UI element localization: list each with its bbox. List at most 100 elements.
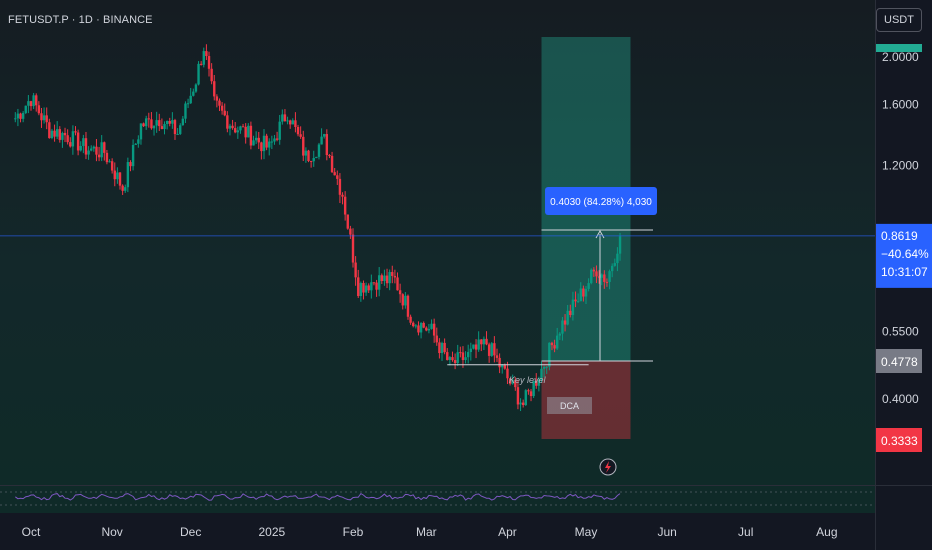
candle [574,291,577,308]
candle [563,314,567,332]
candle [16,108,20,127]
candle [233,121,237,134]
candle [249,121,253,150]
candle [45,107,48,130]
candle [48,118,51,139]
candle [150,112,153,130]
candle [456,344,459,367]
candle [40,107,43,128]
price-axis-label: 1.6000 [882,97,919,111]
candle [579,282,582,302]
time-axis-label: Apr [498,525,517,539]
candle [160,118,164,130]
candle [181,115,185,126]
candle [532,380,535,399]
candle [404,292,407,309]
candle [288,119,292,129]
candle [357,269,360,298]
candle [76,129,80,156]
candle [409,314,412,325]
candle [215,94,219,108]
candle [501,364,504,374]
candle [302,130,305,162]
candle [103,141,106,161]
price-axis-label: 0.4000 [882,392,919,406]
key-level-label: Key level [509,375,547,385]
candle [446,348,449,361]
candle [383,269,386,286]
dca-box[interactable] [547,397,592,414]
candle [576,293,580,303]
candle [199,61,203,66]
candle [71,125,75,155]
candle [516,379,520,410]
price-axis-label: 0.5500 [882,324,919,338]
candle [317,142,321,160]
measure-label-text: 0.4030 (84.28%) 4,030 [550,197,652,208]
candle [121,184,124,195]
candle [244,123,247,144]
candle [425,326,428,332]
candle [14,112,17,123]
candle [207,51,211,77]
candle [582,285,585,302]
candle [19,112,22,123]
candle [165,120,169,130]
candle [116,167,119,184]
currency-button[interactable]: USDT [876,8,922,32]
candle [105,149,109,165]
candle [432,318,436,343]
candle [558,332,562,340]
candle [291,118,294,125]
candle [42,107,46,124]
bar-countdown: 10:31:07 [881,265,928,279]
candle [600,273,603,286]
candle [29,100,33,111]
candle [537,376,541,392]
candle [380,273,384,284]
candle [359,281,363,302]
time-axis-label: Feb [343,525,364,539]
time-axis-label: Oct [22,525,41,539]
candle [231,119,234,130]
candle [27,95,30,114]
candle [521,399,525,408]
time-axis-label: Aug [816,525,837,539]
candle [469,342,473,361]
candle [514,377,517,391]
candle [377,267,381,297]
candle [341,192,344,205]
indicator-line [15,492,621,501]
candle [490,342,493,357]
candle [144,115,148,130]
candle [440,341,444,361]
candle [566,304,569,326]
candle [385,268,389,289]
candle [401,293,404,310]
candle [346,214,349,230]
candle [482,336,486,351]
candle [393,269,397,284]
candle [548,342,551,371]
indicator-pane-background [0,486,875,513]
candle [134,142,137,145]
candle [511,374,514,385]
candle [126,157,130,193]
candle [590,268,593,285]
candle [480,339,483,352]
candle [176,128,179,135]
candle [129,160,132,172]
candle [226,111,229,133]
time-axis-label: Mar [416,525,437,539]
candle [82,134,85,154]
candle [90,145,93,152]
candle [192,88,195,97]
candle [618,232,622,261]
target-price-tag [876,44,922,52]
candle [519,398,522,412]
time-axis-label: 2025 [258,525,285,539]
time-axis-label: May [575,525,598,539]
time-axis-label: Jul [738,525,753,539]
candle [87,146,90,160]
